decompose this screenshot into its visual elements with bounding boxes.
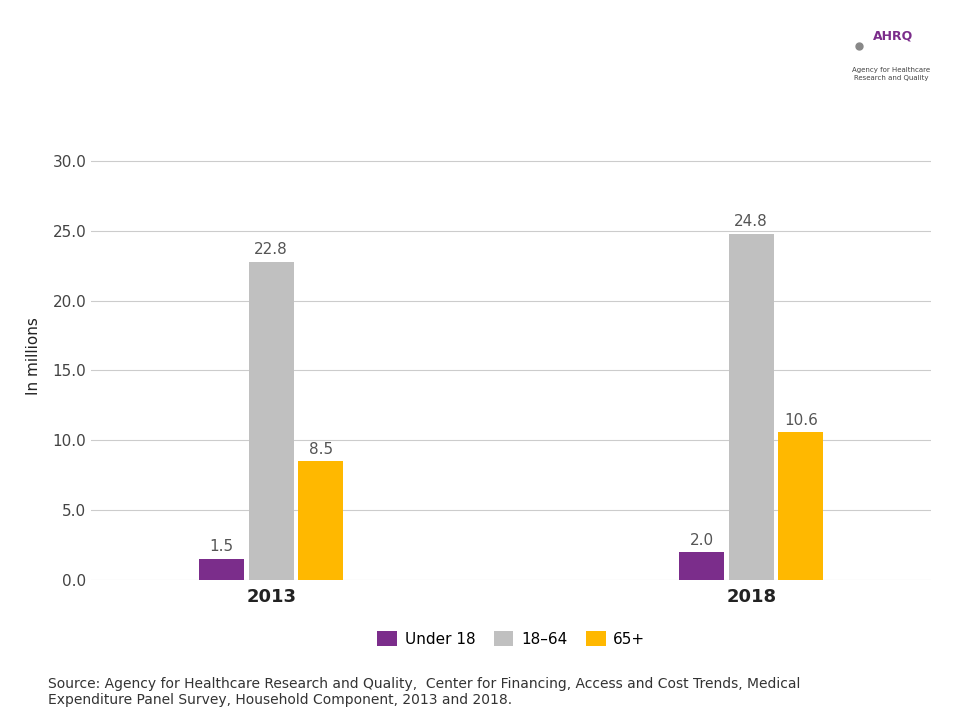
- Text: Figure 1. Number of people obtaining one or more prescriptions for: Figure 1. Number of people obtaining one…: [36, 28, 808, 47]
- Bar: [729, 233, 774, 580]
- Text: antidepressants, by age, 2013 and 2018: antidepressants, by age, 2013 and 2018: [193, 73, 652, 93]
- Legend: Under 18, 18–64, 65+: Under 18, 18–64, 65+: [371, 625, 652, 653]
- Text: 10.6: 10.6: [784, 413, 818, 428]
- Text: 1.5: 1.5: [209, 539, 233, 554]
- Y-axis label: In millions: In millions: [26, 318, 41, 395]
- Text: 8.5: 8.5: [309, 442, 333, 456]
- Text: 2.0: 2.0: [689, 533, 713, 547]
- Bar: [779, 432, 823, 580]
- Text: 24.8: 24.8: [734, 215, 768, 230]
- FancyBboxPatch shape: [813, 3, 960, 111]
- Text: AHRQ: AHRQ: [873, 30, 913, 43]
- Bar: [680, 552, 724, 580]
- Bar: [299, 461, 343, 580]
- Text: Agency for Healthcare
Research and Quality: Agency for Healthcare Research and Quali…: [852, 67, 930, 81]
- Text: 22.8: 22.8: [254, 243, 288, 257]
- Text: Source: Agency for Healthcare Research and Quality,  Center for Financing, Acces: Source: Agency for Healthcare Research a…: [48, 677, 801, 707]
- Bar: [249, 261, 294, 580]
- Bar: [200, 559, 244, 580]
